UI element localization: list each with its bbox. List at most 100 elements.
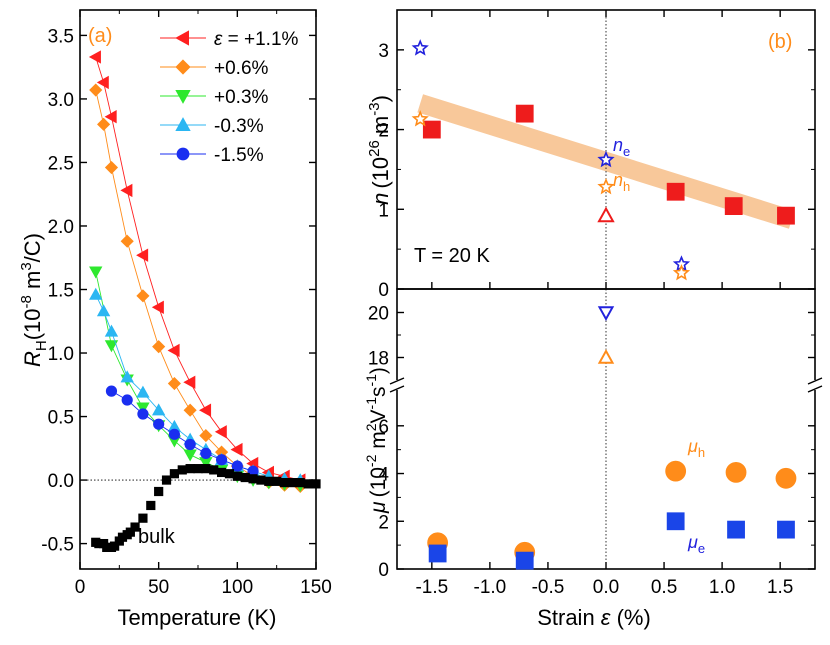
- data-point: [193, 464, 203, 474]
- panel-b-lower-axes: 18 20 0 2 4 6 -1.5 -1.0 -0.5 0.0 0.5 1.0 1.5: [368, 288, 823, 598]
- panel-a-axes: 0 50 100 150 -0.5 0.0 0.5 1.0 1.5 2.0 2.5 3.0 3.5: [41, 9, 332, 598]
- data-point: [183, 449, 197, 462]
- data-point: [151, 403, 166, 416]
- panel-a-xlabel: Temperature (K): [118, 605, 277, 630]
- data-point: [110, 541, 120, 551]
- y-tick-label: 0.0: [48, 471, 74, 492]
- panel-b-label: (b): [768, 31, 792, 53]
- series-line--1.5%: [111, 390, 254, 472]
- x-tick-label: 1.5: [767, 577, 793, 598]
- data-point: [120, 370, 134, 383]
- y-tick-label: 1.0: [48, 344, 74, 365]
- data-point: [167, 376, 181, 391]
- x-tick-label: 0: [75, 577, 86, 598]
- y-tick-label: 6: [378, 417, 389, 438]
- data-point-n bulk: [597, 206, 615, 223]
- panel-a: 0 50 100 150 -0.5 0.0 0.5 1.0 1.5 2.0 2.5 3.0 3.5 ε …: [18, 9, 332, 630]
- y-tick-label: 20: [368, 304, 389, 325]
- data-point: [200, 447, 212, 459]
- mue-label: μe: [687, 532, 705, 556]
- x-tick-label: -0.5: [532, 577, 565, 598]
- axis-break-mark: [807, 385, 823, 393]
- y-tick-label: 18: [368, 349, 389, 370]
- data-point: [96, 304, 111, 317]
- x-tick-label: 1.0: [709, 577, 735, 598]
- data-point: [272, 476, 282, 486]
- data-point: [89, 83, 103, 97]
- data-point: [185, 464, 195, 474]
- data-point-mu_h bulk: [597, 348, 615, 364]
- data-point: [264, 476, 274, 486]
- data-point-n_h: [597, 177, 615, 195]
- y-tick-label: 0: [378, 280, 389, 301]
- series-line--0.3%: [95, 294, 301, 481]
- y-tick-label: 2: [378, 512, 389, 533]
- data-point: [216, 454, 228, 466]
- panel-a-ylabel-units: (10: [20, 308, 45, 340]
- bulk-label: bulk: [138, 526, 176, 548]
- x-tick-label: -1.0: [474, 577, 507, 598]
- panel-b-upper-series: [411, 39, 795, 281]
- data-point-n_h: [411, 110, 429, 127]
- data-point: [89, 287, 103, 300]
- x-tick-label: 0.5: [651, 577, 677, 598]
- y-tick-label: 2: [378, 121, 389, 142]
- data-point: [199, 429, 213, 443]
- data-point: [232, 471, 242, 481]
- legend-marker: [175, 117, 191, 132]
- data-point: [104, 340, 119, 353]
- data-point: [279, 478, 290, 488]
- panel-a-ylabel-symbol: R: [20, 351, 45, 367]
- y-tick-label: 3.0: [48, 90, 74, 111]
- y-tick-label: 2.0: [48, 217, 74, 238]
- x-tick-label: 0.0: [593, 577, 619, 598]
- data-point-mu_e: [727, 520, 745, 539]
- data-point: [146, 500, 156, 511]
- data-point: [136, 289, 150, 303]
- data-point: [295, 478, 305, 488]
- y-tick-label: 0.5: [48, 408, 74, 429]
- data-point-mu_e: [666, 512, 685, 531]
- data-point: [125, 527, 135, 537]
- data-point: [104, 110, 117, 124]
- data-point: [104, 160, 119, 175]
- panel-a-series: [88, 50, 321, 553]
- y-tick-label: 3: [378, 41, 389, 62]
- axis-break-gap: [808, 380, 822, 390]
- panel-b-xlabel: Strain ε (%): [537, 605, 651, 630]
- data-point: [89, 266, 103, 279]
- panel-a-label: (a): [88, 25, 112, 47]
- legend-label: -0.3%: [214, 116, 264, 137]
- series-line-+0.6%: [95, 89, 301, 487]
- data-point: [248, 474, 258, 484]
- data-point: [168, 428, 180, 440]
- y-tick-label: -0.5: [41, 535, 74, 556]
- data-point: [137, 408, 149, 420]
- data-point: [240, 472, 250, 483]
- panel-a-ylabel-sub: H: [33, 340, 50, 351]
- data-point-n_e: [597, 150, 615, 168]
- data-point: [167, 343, 180, 358]
- data-point-n_e: [411, 39, 429, 56]
- legend-value: = +1.1%: [222, 29, 298, 50]
- y-tick-label: 1.5: [48, 281, 74, 302]
- nh-label: nh: [613, 170, 630, 194]
- data-point: [201, 464, 211, 474]
- data-point: [153, 418, 165, 430]
- panel-b-lower-ylabel: μ(10-2 m2V-1s-1): [363, 367, 390, 514]
- axis-break-mark: [389, 385, 405, 393]
- data-point: [287, 478, 298, 488]
- legend-label: -1.5%: [214, 145, 264, 166]
- data-point-n (film): [422, 120, 441, 139]
- muh-label: μh: [687, 436, 705, 460]
- data-point: [130, 522, 140, 532]
- legend-epsilon: ε: [214, 29, 223, 50]
- legend-marker: [175, 90, 191, 104]
- data-point: [161, 475, 172, 485]
- axis-break-mark: [807, 377, 823, 385]
- panel-a-ylabel: RH(10-8 m3/C): [18, 233, 50, 367]
- data-point: [184, 438, 196, 451]
- legend-marker: [175, 30, 190, 46]
- data-point: [97, 117, 111, 131]
- data-point: [256, 475, 266, 485]
